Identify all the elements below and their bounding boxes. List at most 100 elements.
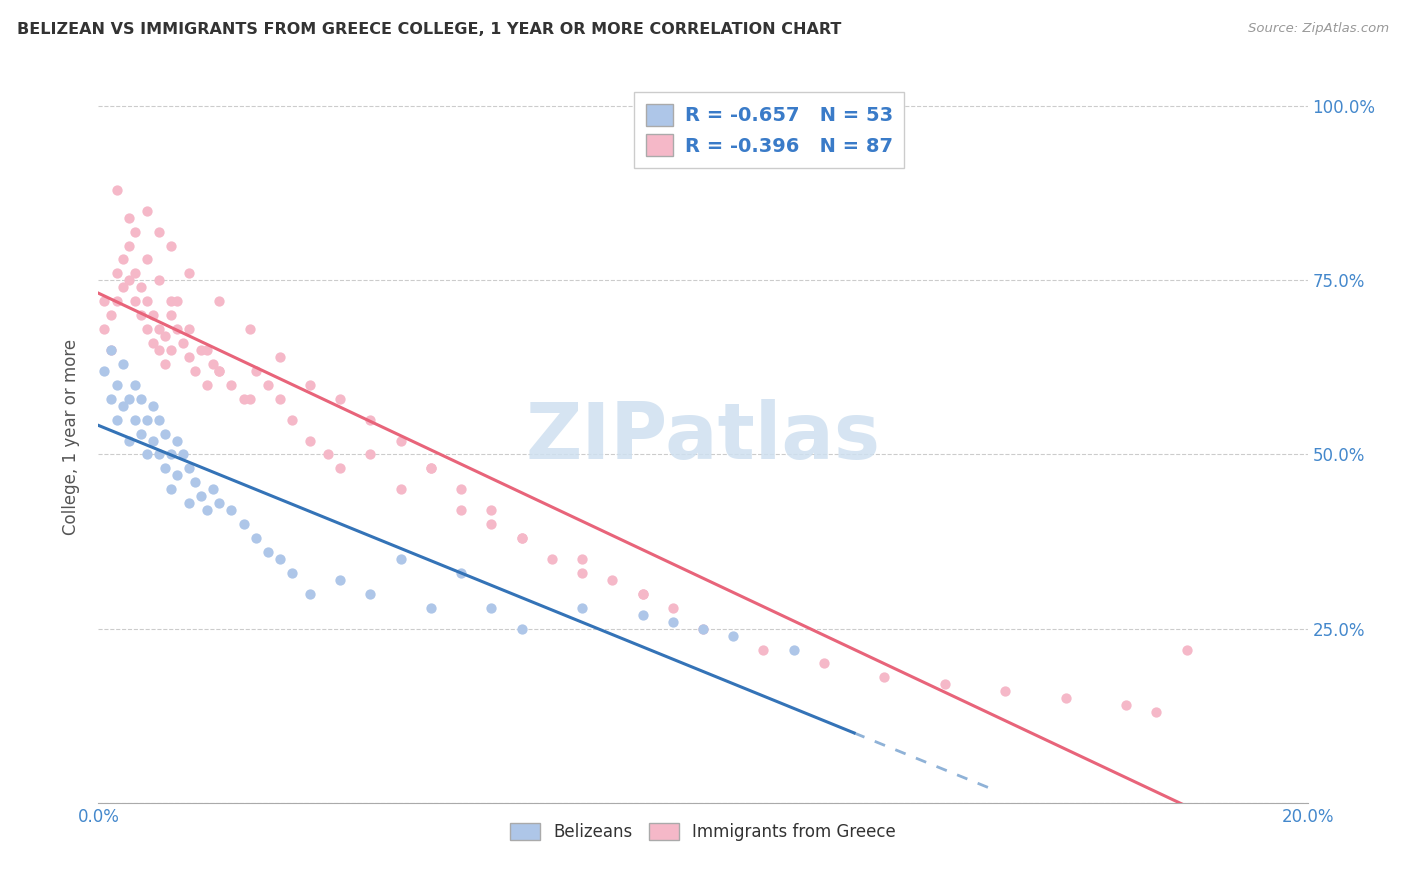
Point: [148, 343, 170, 357]
Point: [166, 434, 188, 448]
Point: [142, 399, 165, 413]
Point: [124, 377, 146, 392]
Point: [148, 412, 170, 426]
Point: [281, 566, 304, 580]
Point: [360, 587, 382, 601]
Point: [299, 587, 322, 601]
Point: [142, 308, 165, 322]
Point: [450, 483, 472, 497]
Point: [631, 587, 654, 601]
Point: [195, 503, 218, 517]
Point: [166, 294, 188, 309]
Point: [153, 461, 176, 475]
Point: [179, 266, 201, 280]
Point: [1115, 698, 1137, 713]
Point: [1144, 705, 1167, 719]
Point: [571, 600, 593, 615]
Point: [142, 336, 165, 351]
Point: [360, 448, 382, 462]
Point: [420, 461, 443, 475]
Point: [148, 448, 170, 462]
Point: [994, 684, 1017, 698]
Point: [160, 308, 183, 322]
Point: [118, 392, 141, 406]
Legend: Belizeans, Immigrants from Greece: Belizeans, Immigrants from Greece: [502, 814, 904, 849]
Point: [118, 238, 141, 252]
Point: [105, 377, 128, 392]
Point: [124, 266, 146, 280]
Point: [631, 607, 654, 622]
Point: [105, 183, 128, 197]
Point: [129, 280, 152, 294]
Point: [118, 434, 141, 448]
Point: [692, 622, 714, 636]
Point: [179, 322, 201, 336]
Point: [631, 587, 654, 601]
Point: [232, 517, 254, 532]
Point: [481, 517, 503, 532]
Point: [111, 357, 134, 371]
Point: [148, 225, 170, 239]
Point: [329, 392, 352, 406]
Point: [510, 531, 533, 545]
Point: [105, 412, 128, 426]
Point: [118, 211, 141, 225]
Point: [148, 273, 170, 287]
Point: [100, 343, 122, 357]
Point: [160, 238, 183, 252]
Point: [124, 225, 146, 239]
Point: [129, 426, 152, 441]
Point: [510, 531, 533, 545]
Point: [184, 364, 207, 378]
Point: [281, 412, 304, 426]
Point: [232, 392, 254, 406]
Point: [179, 350, 201, 364]
Point: [510, 622, 533, 636]
Point: [813, 657, 835, 671]
Point: [172, 448, 194, 462]
Point: [135, 322, 157, 336]
Point: [481, 600, 503, 615]
Point: [420, 600, 443, 615]
Point: [195, 377, 218, 392]
Point: [269, 350, 291, 364]
Point: [93, 364, 115, 378]
Point: [100, 343, 122, 357]
Point: [481, 503, 503, 517]
Point: [239, 392, 262, 406]
Point: [142, 434, 165, 448]
Point: [661, 615, 683, 629]
Point: [602, 573, 624, 587]
Point: [118, 273, 141, 287]
Point: [873, 670, 896, 684]
Point: [166, 468, 188, 483]
Point: [540, 552, 562, 566]
Point: [160, 448, 183, 462]
Point: [245, 364, 267, 378]
Point: [389, 483, 412, 497]
Point: [329, 461, 352, 475]
Point: [105, 294, 128, 309]
Point: [135, 448, 157, 462]
Point: [153, 357, 176, 371]
Y-axis label: College, 1 year or more: College, 1 year or more: [62, 339, 80, 535]
Point: [148, 322, 170, 336]
Point: [135, 252, 157, 267]
Point: [221, 503, 243, 517]
Point: [316, 448, 339, 462]
Point: [135, 412, 157, 426]
Point: [208, 364, 231, 378]
Point: [571, 552, 593, 566]
Point: [111, 252, 134, 267]
Point: [208, 496, 231, 510]
Point: [124, 294, 146, 309]
Point: [160, 294, 183, 309]
Text: ZIPatlas: ZIPatlas: [526, 399, 880, 475]
Point: [160, 343, 183, 357]
Point: [135, 294, 157, 309]
Point: [129, 392, 152, 406]
Point: [256, 377, 278, 392]
Point: [202, 357, 225, 371]
Point: [420, 461, 443, 475]
Point: [160, 483, 183, 497]
